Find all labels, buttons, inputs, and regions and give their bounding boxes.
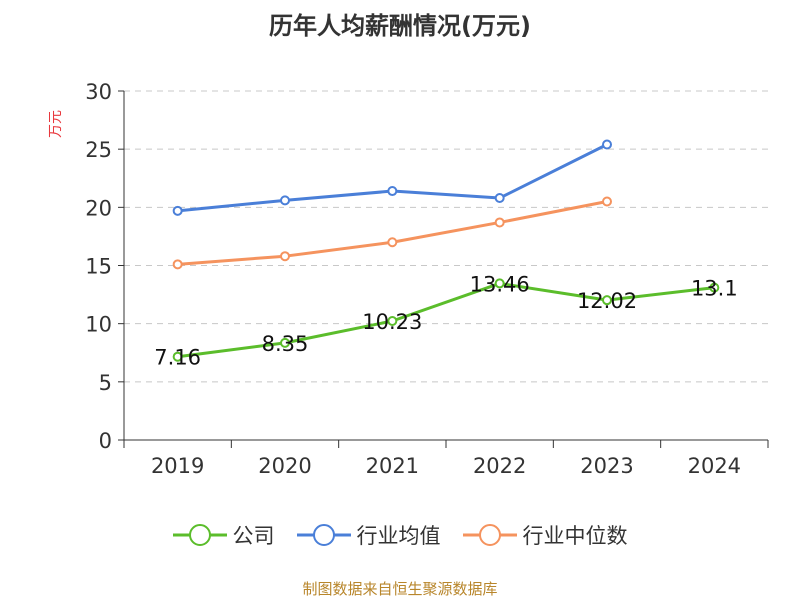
x-tick-label: 2019 xyxy=(151,454,204,478)
data-point xyxy=(387,237,398,248)
series-line xyxy=(177,143,608,213)
x-tick-label: 2021 xyxy=(366,454,419,478)
data-point xyxy=(494,278,505,289)
series-line xyxy=(177,200,608,266)
data-label: 7.16 xyxy=(154,346,201,370)
data-point xyxy=(387,186,398,197)
legend-label: 公司 xyxy=(232,524,275,548)
legend-line-marker-icon xyxy=(462,524,517,546)
legend-label: 行业中位数 xyxy=(522,524,628,548)
data-point xyxy=(280,251,290,262)
data-point xyxy=(280,195,290,206)
legend-item[interactable]: 公司 xyxy=(172,520,275,550)
data-point xyxy=(602,295,612,306)
data-point xyxy=(602,139,612,150)
source-note: 制图数据来自恒生聚源数据库 xyxy=(302,580,498,598)
data-point xyxy=(709,282,720,293)
data-point xyxy=(494,193,505,204)
data-label: 13.1 xyxy=(691,277,738,301)
legend-item[interactable]: 行业均值 xyxy=(296,520,441,550)
data-point xyxy=(172,259,183,270)
x-tick-label: 2022 xyxy=(473,454,526,478)
data-label: 12.02 xyxy=(577,289,637,313)
legend-line-marker-icon xyxy=(296,524,351,546)
y-tick-label: 15 xyxy=(85,255,112,279)
data-label: 10.23 xyxy=(362,310,422,334)
x-tick-label: 2024 xyxy=(688,454,741,478)
legend: 公司 行业均值 行业中位数 xyxy=(0,520,800,550)
y-tick-label: 30 xyxy=(85,80,112,104)
grid-lines xyxy=(124,90,768,383)
data-point xyxy=(172,351,183,362)
x-tick-label: 2023 xyxy=(580,454,633,478)
data-point xyxy=(172,205,183,216)
chart-title: 历年人均薪酬情况(万元) xyxy=(269,12,531,40)
legend-label: 行业均值 xyxy=(356,524,441,548)
data-label: 8.35 xyxy=(262,332,309,356)
x-tick-label: 2020 xyxy=(258,454,311,478)
data-point xyxy=(280,337,290,348)
data-point xyxy=(602,196,612,207)
y-tick-label: 25 xyxy=(85,138,112,162)
y-tick-label: 0 xyxy=(99,429,112,453)
y-tick-label: 5 xyxy=(99,371,112,395)
legend-item[interactable]: 行业中位数 xyxy=(462,520,628,550)
data-point xyxy=(494,217,505,228)
series-lines xyxy=(172,139,720,362)
axes: 0 5 10 15 20 25 30 2019 2020 2021 2022 2023 2024 xyxy=(85,80,769,478)
data-labels: 7.16 8.35 10.23 13.46 12.02 13.1 xyxy=(154,272,737,369)
series-line xyxy=(177,281,715,359)
data-label: 13.46 xyxy=(470,272,530,296)
legend-line-marker-icon xyxy=(172,524,227,546)
data-point xyxy=(387,315,398,326)
y-tick-label: 10 xyxy=(85,313,112,337)
y-tick-label: 20 xyxy=(85,196,112,220)
